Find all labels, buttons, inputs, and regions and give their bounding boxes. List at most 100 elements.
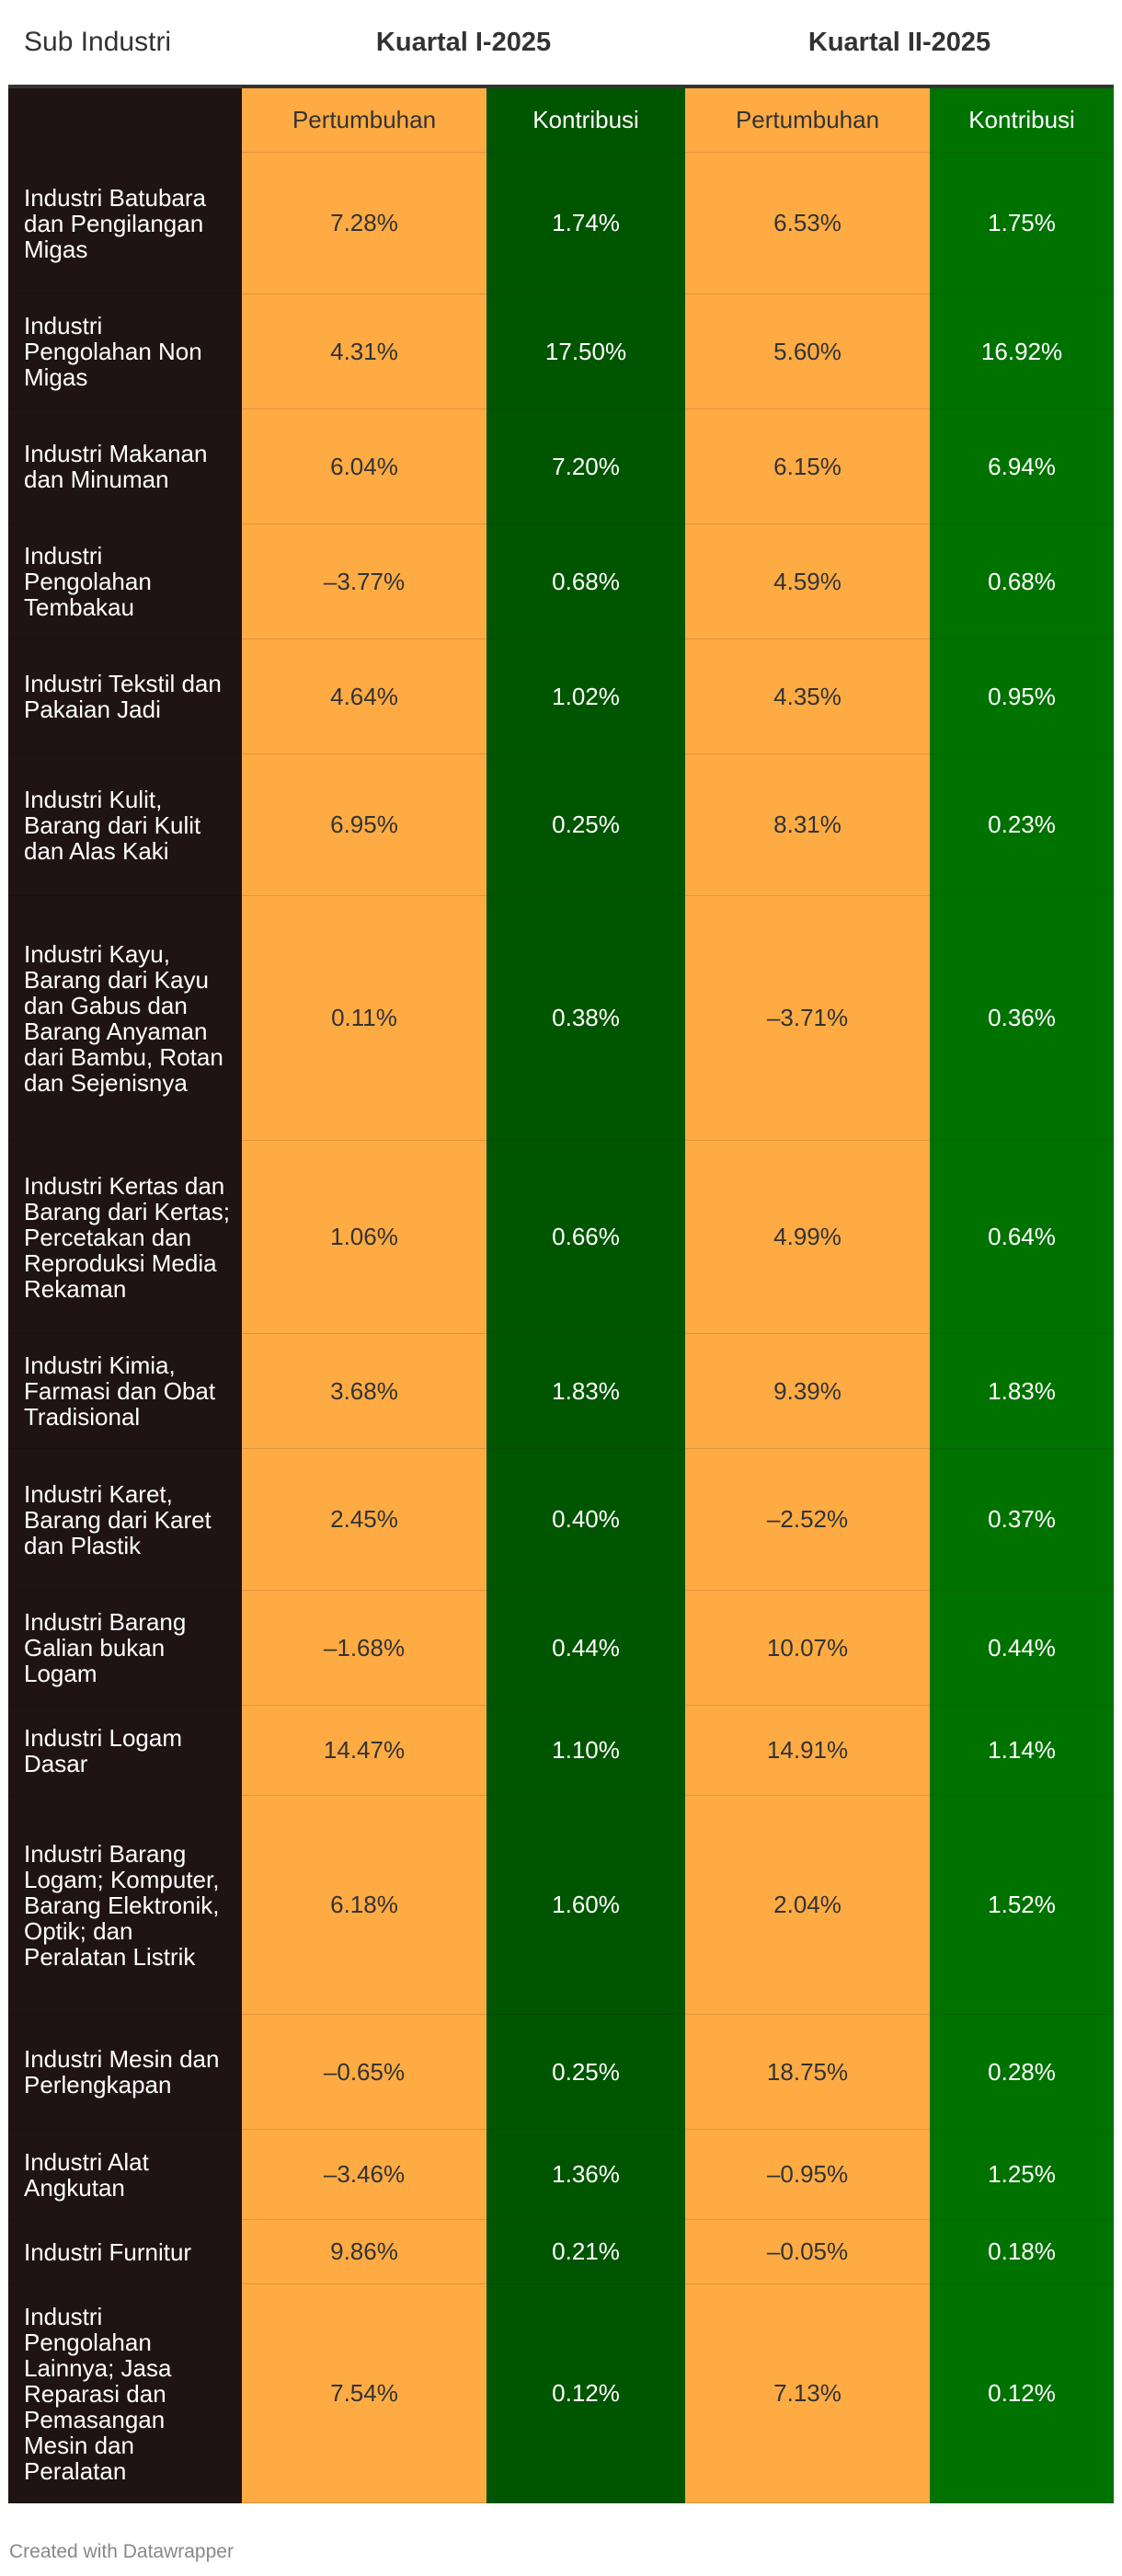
header-metric-q2-growth: Pertumbuhan — [685, 86, 931, 153]
cell-q1-contribution: 1.74% — [487, 152, 686, 294]
cell-sub-industri: Industri Kulit, Barang dari Kulit dan Al… — [8, 753, 242, 896]
table-row: Industri Batubara dan Pengilangan Migas 7… — [8, 152, 1115, 294]
table-row: Industri Karet, Barang dari Karet dan Pl… — [8, 1448, 1115, 1591]
cell-q2-contribution: 6.94% — [930, 408, 1115, 524]
industry-growth-table: Sub Industri Kuartal I-2025 Kuartal II-2… — [8, 0, 1115, 2503]
cell-sub-industri: Industri Logam Dasar — [8, 1705, 242, 1796]
cell-q2-contribution: 16.92% — [930, 293, 1115, 409]
cell-q2-contribution: 0.23% — [930, 753, 1115, 896]
cell-q2-growth: 6.53% — [685, 152, 931, 294]
table-row: Industri Logam Dasar 14.47% 1.10% 14.91% 1.1… — [8, 1705, 1115, 1796]
cell-q1-contribution: 0.25% — [487, 2014, 686, 2130]
header-row-metrics: Pertumbuhan Kontribusi Pertumbuhan Kontr… — [8, 86, 1115, 153]
cell-sub-industri: Industri Kimia, Farmasi dan Obat Tradisi… — [8, 1333, 242, 1449]
cell-q1-contribution: 0.12% — [487, 2283, 686, 2503]
table-row: Industri Alat Angkutan –3.46% 1.36% –0.95% 1… — [8, 2129, 1115, 2220]
cell-q1-contribution: 1.10% — [487, 1705, 686, 1796]
cell-sub-industri: Industri Mesin dan Perlengkapan — [8, 2014, 242, 2130]
cell-q2-growth: –3.71% — [685, 895, 931, 1141]
cell-q2-growth: 4.99% — [685, 1140, 931, 1334]
cell-q1-growth: –3.77% — [242, 523, 487, 639]
table-row: Industri Kertas dan Barang dari Kertas; … — [8, 1140, 1115, 1334]
cell-q1-growth: 2.45% — [242, 1448, 487, 1591]
cell-q1-growth: 9.86% — [242, 2219, 487, 2284]
cell-q1-growth: –0.65% — [242, 2014, 487, 2130]
cell-q2-contribution: 0.12% — [930, 2283, 1115, 2503]
cell-sub-industri: Industri Kertas dan Barang dari Kertas; … — [8, 1140, 242, 1334]
cell-q1-contribution: 0.21% — [487, 2219, 686, 2284]
cell-q2-contribution: 1.52% — [930, 1795, 1115, 2015]
cell-sub-industri: Industri Pengolahan Tembakau — [8, 523, 242, 639]
cell-q1-growth: 0.11% — [242, 895, 487, 1141]
cell-q1-contribution: 1.36% — [487, 2129, 686, 2220]
cell-sub-industri: Industri Kayu, Barang dari Kayu dan Gabu… — [8, 895, 242, 1141]
table-row: Industri Makanan dan Minuman 6.04% 7.20% 6.… — [8, 408, 1115, 524]
cell-q2-contribution: 0.36% — [930, 895, 1115, 1141]
datawrapper-credit: Created with Datawrapper — [9, 2541, 234, 2562]
header-sub-industri: Sub Industri — [8, 0, 242, 88]
cell-sub-industri: Industri Barang Logam; Komputer, Barang … — [8, 1795, 242, 2015]
cell-q1-growth: 4.64% — [242, 638, 487, 754]
cell-q2-growth: 6.15% — [685, 408, 931, 524]
cell-q1-contribution: 0.38% — [487, 895, 686, 1141]
table-row: Industri Barang Logam; Komputer, Barang … — [8, 1795, 1115, 2015]
cell-q1-contribution: 1.02% — [487, 638, 686, 754]
data-table-container: Sub Industri Kuartal I-2025 Kuartal II-2… — [8, 0, 1115, 2503]
cell-q2-growth: 18.75% — [685, 2014, 931, 2130]
cell-q2-growth: 9.39% — [685, 1333, 931, 1449]
header-row-quarters: Sub Industri Kuartal I-2025 Kuartal II-2… — [8, 0, 1115, 88]
table-row: Industri Pengolahan Tembakau –3.77% 0.68% 4… — [8, 523, 1115, 639]
header-metric-blank — [8, 86, 242, 153]
cell-q2-contribution: 1.75% — [930, 152, 1115, 294]
cell-q1-contribution: 17.50% — [487, 293, 686, 409]
cell-q1-contribution: 0.40% — [487, 1448, 686, 1591]
cell-q2-contribution: 0.44% — [930, 1590, 1115, 1706]
cell-q2-contribution: 1.14% — [930, 1705, 1115, 1796]
cell-q2-growth: 2.04% — [685, 1795, 931, 2015]
table-row: Industri Kulit, Barang dari Kulit dan Al… — [8, 753, 1115, 896]
cell-q2-growth: 5.60% — [685, 293, 931, 409]
cell-q1-growth: 1.06% — [242, 1140, 487, 1334]
cell-q1-contribution: 1.83% — [487, 1333, 686, 1449]
cell-sub-industri: Industri Makanan dan Minuman — [8, 408, 242, 524]
cell-q2-growth: –2.52% — [685, 1448, 931, 1591]
cell-q2-growth: 7.13% — [685, 2283, 931, 2503]
cell-q2-contribution: 0.68% — [930, 523, 1115, 639]
cell-sub-industri: Industri Pengolahan Lainnya; Jasa Repara… — [8, 2283, 242, 2503]
cell-q1-growth: –1.68% — [242, 1590, 487, 1706]
cell-q2-growth: –0.95% — [685, 2129, 931, 2220]
cell-q2-contribution: 0.95% — [930, 638, 1115, 754]
cell-sub-industri: Industri Furnitur — [8, 2219, 242, 2284]
cell-sub-industri: Industri Karet, Barang dari Karet dan Pl… — [8, 1448, 242, 1591]
cell-q1-growth: –3.46% — [242, 2129, 487, 2220]
table-row: Industri Barang Galian bukan Logam –1.68%… — [8, 1590, 1115, 1706]
table-row: Industri Kimia, Farmasi dan Obat Tradisi… — [8, 1333, 1115, 1449]
cell-q2-growth: 4.35% — [685, 638, 931, 754]
cell-q1-growth: 6.95% — [242, 753, 487, 896]
cell-sub-industri: Industri Tekstil dan Pakaian Jadi — [8, 638, 242, 754]
cell-q2-contribution: 0.18% — [930, 2219, 1115, 2284]
cell-q2-growth: –0.05% — [685, 2219, 931, 2284]
table-row: Industri Kayu, Barang dari Kayu dan Gabu… — [8, 895, 1115, 1141]
table-row: Industri Furnitur 9.86% 0.21% –0.05% 0.18% — [8, 2219, 1115, 2284]
cell-q2-growth: 8.31% — [685, 753, 931, 896]
cell-q2-growth: 14.91% — [685, 1705, 931, 1796]
table-row: Industri Tekstil dan Pakaian Jadi 4.64% 1.… — [8, 638, 1115, 754]
header-metric-q2-contribution: Kontribusi — [930, 86, 1115, 153]
cell-q2-contribution: 0.37% — [930, 1448, 1115, 1591]
cell-q2-contribution: 1.25% — [930, 2129, 1115, 2220]
cell-q1-growth: 7.28% — [242, 152, 487, 294]
cell-q1-contribution: 0.68% — [487, 523, 686, 639]
cell-q1-growth: 3.68% — [242, 1333, 487, 1449]
cell-q2-contribution: 1.83% — [930, 1333, 1115, 1449]
table-row: Industri Mesin dan Perlengkapan –0.65% 0.2… — [8, 2014, 1115, 2130]
cell-q1-contribution: 0.44% — [487, 1590, 686, 1706]
cell-q2-contribution: 0.28% — [930, 2014, 1115, 2130]
header-metric-q1-contribution: Kontribusi — [487, 86, 686, 153]
cell-sub-industri: Industri Pengolahan Non Migas — [8, 293, 242, 409]
header-metric-q1-growth: Pertumbuhan — [242, 86, 487, 153]
table-body: Industri Batubara dan Pengilangan Migas 7… — [8, 152, 1115, 2503]
cell-q1-growth: 4.31% — [242, 293, 487, 409]
cell-sub-industri: Industri Alat Angkutan — [8, 2129, 242, 2220]
table-row: Industri Pengolahan Non Migas 4.31% 17.50%… — [8, 293, 1115, 409]
